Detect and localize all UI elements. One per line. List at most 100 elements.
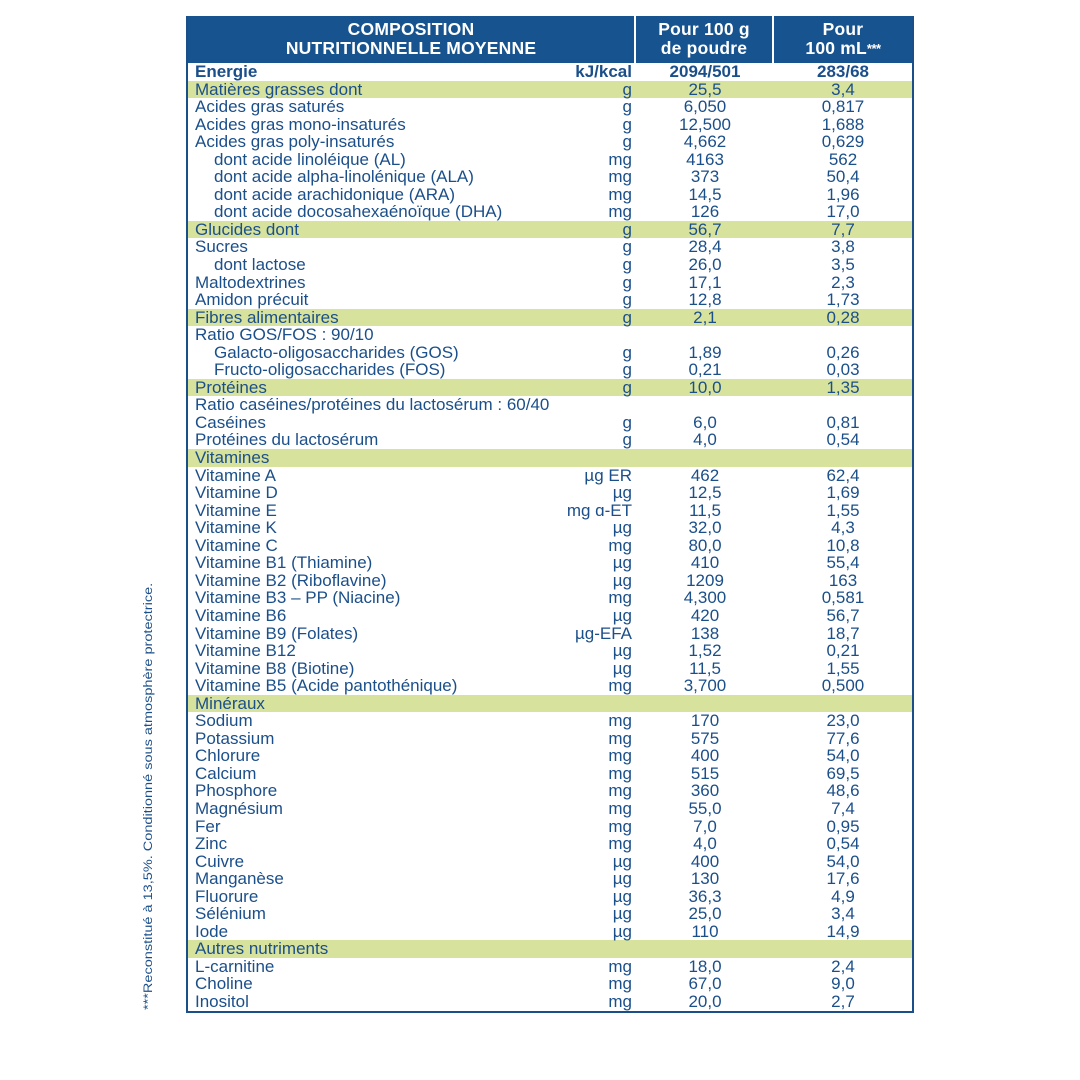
- row-value-per-100ml: 0,54: [826, 430, 860, 450]
- row-value-per-100g: 400: [690, 851, 720, 871]
- row-unit: g: [622, 255, 632, 275]
- row-value-per-100g: 170: [690, 711, 720, 731]
- row-value-per-100ml: 4,3: [831, 518, 855, 538]
- table-row: Cuivre µg 400 54,0: [188, 853, 912, 871]
- table-row-inner: dont lactose g 26,0 3,5: [188, 256, 912, 274]
- row-value-per-100g: 67,0: [688, 974, 722, 994]
- row-unit: g: [622, 97, 632, 117]
- table-row: Ratio GOS/FOS : 90/10: [188, 326, 912, 344]
- table-row: Galacto-oligosaccharides (GOS) g 1,89 0,26: [188, 344, 912, 362]
- row-label: Acides gras saturés: [195, 97, 345, 117]
- row-value-per-100ml: 0,500: [821, 676, 865, 696]
- row-value-per-100g: 4,300: [683, 588, 727, 608]
- row-unit: g: [622, 272, 632, 292]
- table-row: Sélénium µg 25,0 3,4: [188, 905, 912, 923]
- row-value-per-100ml: 54,0: [826, 746, 860, 766]
- table-row: Protéines du lactosérum g 4,0 0,54: [188, 431, 912, 449]
- row-unit: g: [622, 219, 632, 239]
- table-row-inner: Vitamine B12 µg 1,52 0,21: [188, 642, 912, 660]
- table-row: Fluorure µg 36,3 4,9: [188, 888, 912, 906]
- table-row: Iode µg 110 14,9: [188, 923, 912, 941]
- table-row-inner: Acides gras mono-insaturés g 12,500 1,688: [188, 116, 912, 134]
- row-value-per-100ml: 50,4: [826, 167, 860, 187]
- row-value-per-100ml: 0,54: [826, 834, 860, 854]
- row-value-per-100g: 1209: [686, 570, 724, 590]
- row-label: Phosphore: [195, 781, 278, 801]
- row-unit: g: [622, 79, 632, 99]
- row-unit: µg: [612, 904, 632, 924]
- header-col1-line2: de poudre: [660, 38, 748, 58]
- table-row: dont acide linoléique (AL) mg 4163 562: [188, 151, 912, 169]
- row-unit: mg ɑ-ET: [566, 500, 632, 520]
- table-row: dont acide docosahexaénoïque (DHA) mg 126 1…: [188, 203, 912, 221]
- row-value-per-100g: 400: [690, 746, 720, 766]
- row-label: Autres nutriments: [195, 939, 329, 959]
- row-value-per-100g: 138: [690, 623, 720, 643]
- row-unit: µg: [612, 553, 632, 573]
- row-value-per-100g: 12,5: [688, 483, 722, 503]
- table-row: Choline mg 67,0 9,0: [188, 975, 912, 993]
- row-value-per-100g: 20,0: [688, 991, 722, 1011]
- row-unit: µg: [612, 886, 632, 906]
- row-value-per-100ml: 562: [828, 149, 858, 169]
- row-unit: g: [622, 307, 632, 327]
- table-row: Vitamine B9 (Folates) µg-EFA 138 18,7: [188, 623, 912, 643]
- table-header-row: COMPOSITION NUTRITIONNELLE MOYENNE Pour …: [188, 16, 912, 63]
- row-value-per-100ml: 1,55: [826, 658, 860, 678]
- table-row-inner: Glucides dont g 56,7 7,7: [188, 221, 912, 239]
- row-label: Vitamine B6: [195, 605, 287, 625]
- row-value-per-100ml: 1,55: [826, 500, 860, 520]
- table-row: Magnésium mg 55,0 7,4: [188, 800, 912, 818]
- table-row-inner: Vitamine B5 (Acide pantothénique) mg 3,700…: [188, 677, 912, 695]
- row-unit: µg: [612, 921, 632, 941]
- row-unit: g: [622, 377, 632, 397]
- header-title-line2: NUTRITIONNELLE MOYENNE: [285, 38, 537, 58]
- row-value-per-100ml: 0,629: [821, 132, 865, 152]
- table-row: Chlorure mg 400 54,0: [188, 747, 912, 765]
- row-value-per-100ml: 283/68: [817, 62, 869, 81]
- row-value-per-100g: 14,5: [688, 184, 722, 204]
- table-row-inner: Minéraux: [188, 695, 912, 713]
- table-row: Vitamine B2 (Riboflavine) µg 1209 163: [188, 572, 912, 590]
- row-value-per-100ml: 77,6: [826, 728, 860, 748]
- row-value-per-100ml: 3,5: [831, 255, 855, 275]
- table-row-inner: Vitamines: [188, 449, 912, 467]
- row-value-per-100ml: 0,26: [826, 342, 860, 362]
- row-unit: µg: [612, 483, 632, 503]
- row-unit: mg: [608, 167, 632, 187]
- row-unit: µg: [612, 869, 632, 889]
- row-value-per-100ml: 10,8: [826, 535, 860, 555]
- header-col2-line2: 100 mL: [805, 38, 867, 58]
- row-label: Vitamine B3 – PP (Niacine): [195, 588, 401, 608]
- row-label: Vitamine B5 (Acide pantothénique): [195, 676, 458, 696]
- table-row-inner: dont acide linoléique (AL) mg 4163 562: [188, 151, 912, 169]
- row-label: Vitamine B2 (Riboflavine): [195, 570, 387, 590]
- row-label: Fluorure: [195, 886, 259, 906]
- row-label: Sélénium: [195, 904, 266, 924]
- table-row-inner: Galacto-oligosaccharides (GOS) g 1,89 0,26: [188, 344, 912, 362]
- row-value-per-100ml: 163: [828, 570, 858, 590]
- side-note-text: ***Reconstitué à 13,5%. Conditionné sous…: [142, 582, 156, 1010]
- row-value-per-100g: 80,0: [688, 535, 722, 555]
- table-row: Vitamine C mg 80,0 10,8: [188, 537, 912, 555]
- table-row-inner: Chlorure mg 400 54,0: [188, 747, 912, 765]
- row-value-per-100g: 2094/501: [669, 62, 741, 81]
- row-value-per-100ml: 1,96: [826, 184, 860, 204]
- row-label: Acides gras poly-insaturés: [195, 132, 395, 152]
- table-row-inner: Fluorure µg 36,3 4,9: [188, 888, 912, 906]
- row-unit: mg: [608, 588, 632, 608]
- row-label: Amidon précuit: [195, 290, 309, 310]
- table-row: Minéraux: [188, 695, 912, 713]
- row-value-per-100ml: 4,9: [831, 886, 855, 906]
- row-label: Glucides dont: [195, 219, 299, 239]
- row-label: Calcium: [195, 763, 257, 783]
- table-row: Energie kJ/kcal 2094/501 283/68: [188, 63, 912, 81]
- row-value-per-100ml: 0,21: [826, 641, 860, 661]
- row-unit: g: [622, 412, 632, 432]
- row-value-per-100ml: 62,4: [826, 465, 860, 485]
- row-unit: mg: [608, 711, 632, 731]
- row-value-per-100ml: 3,8: [831, 237, 855, 257]
- row-label: Fer: [195, 816, 221, 836]
- row-label: dont lactose: [214, 255, 306, 275]
- row-label: Acides gras mono-insaturés: [195, 114, 406, 134]
